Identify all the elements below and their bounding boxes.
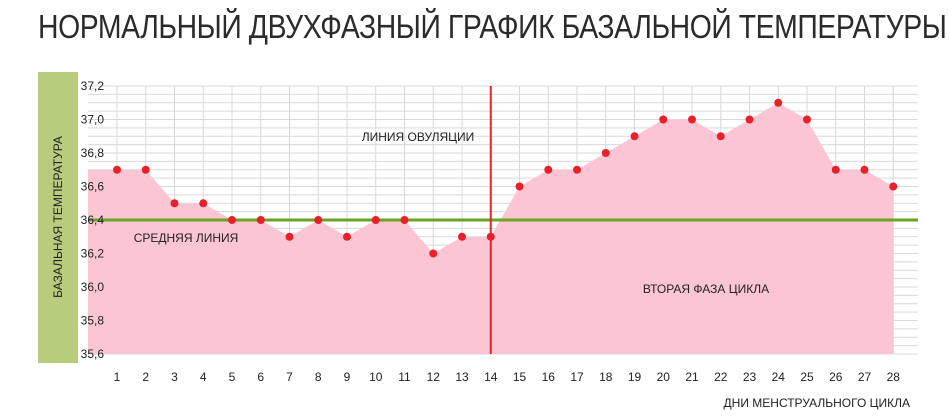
y-tick-label: 37,2: [81, 79, 105, 93]
y-tick-label: 36,6: [81, 180, 105, 194]
y-tick-label: 37,0: [81, 113, 105, 127]
data-point-day-5: [228, 216, 236, 224]
data-point-day-22: [716, 132, 725, 141]
x-tick-label: 22: [714, 370, 728, 384]
data-point-day-11: [400, 216, 409, 224]
x-tick-label: 19: [628, 370, 642, 384]
data-point-day-14: [486, 232, 495, 241]
reference-lines: [88, 86, 918, 354]
data-point-day-8: [314, 216, 323, 224]
x-tick-label: 15: [513, 370, 527, 384]
x-tick-label: 8: [315, 370, 322, 384]
data-point-day-26: [831, 165, 840, 174]
ovulation-line-label: ЛИНИЯ ОВУЛЯЦИИ: [362, 130, 475, 144]
data-point-day-16: [544, 165, 553, 174]
x-tick-label: 21: [685, 370, 699, 384]
y-tick-label: 35,8: [81, 314, 105, 328]
average-line-label: СРЕДНЯЯ ЛИНИЯ: [134, 231, 239, 245]
x-tick-label: 17: [570, 370, 584, 384]
data-point-day-15: [515, 182, 524, 191]
x-tick-label: 2: [142, 370, 149, 384]
x-tick-label: 20: [657, 370, 671, 384]
data-point-day-2: [141, 165, 150, 174]
data-point-day-24: [774, 98, 783, 107]
x-tick-label: 14: [484, 370, 498, 384]
chart-title: НОРМАЛЬНЫЙ ДВУХФАЗНЫЙ ГРАФИК БАЗАЛЬНОЙ Т…: [38, 8, 947, 45]
y-tick-labels: 35,6 35,8 36,0 36,2 36,4 36,6 36,8 37,0 37,2: [81, 79, 105, 361]
data-points: [113, 98, 898, 258]
data-point-day-27: [860, 165, 869, 174]
data-point-day-12: [429, 249, 438, 258]
x-tick-label: 11: [398, 370, 411, 384]
data-point-day-9: [343, 232, 351, 241]
data-point-day-17: [573, 165, 581, 174]
y-tick-label: 36,8: [81, 146, 105, 160]
x-tick-label: 4: [200, 370, 207, 384]
x-tick-label: 16: [542, 370, 556, 384]
data-point-day-20: [659, 115, 668, 124]
x-tick-label: 18: [599, 370, 613, 384]
y-tick-label: 36,0: [81, 280, 105, 294]
x-axis-label: ДНИ МЕНСТРУАЛЬНОГО ЦИКЛА: [723, 396, 910, 410]
data-point-day-19: [630, 132, 639, 141]
data-point-day-25: [803, 115, 811, 124]
x-tick-label: 23: [743, 370, 757, 384]
x-tick-label: 12: [427, 370, 441, 384]
x-tick-label: 10: [369, 370, 383, 384]
x-tick-label: 24: [772, 370, 786, 384]
data-point-day-6: [256, 216, 265, 224]
data-point-day-21: [688, 115, 696, 124]
x-tick-label: 27: [858, 370, 872, 384]
y-tick-label: 36,4: [81, 213, 105, 227]
phase-label: ВТОРАЯ ФАЗА ЦИКЛА: [643, 282, 769, 296]
temperature-area: [88, 102, 894, 354]
data-point-day-23: [745, 115, 754, 124]
x-tick-label: 28: [887, 370, 901, 384]
x-tick-label: 6: [257, 370, 264, 384]
x-tick-label: 25: [800, 370, 814, 384]
data-point-day-7: [285, 232, 294, 241]
data-point-day-18: [601, 149, 610, 157]
x-tick-label: 9: [344, 370, 351, 384]
y-tick-label: 36,2: [81, 247, 105, 261]
data-point-day-10: [371, 216, 380, 224]
y-tick-label: 35,6: [81, 347, 105, 361]
data-point-day-28: [889, 182, 898, 191]
x-tick-label: 3: [171, 370, 178, 384]
area-series: [88, 102, 894, 354]
x-tick-label: 13: [455, 370, 469, 384]
data-point-day-13: [458, 232, 466, 241]
data-point-day-4: [199, 199, 208, 208]
x-tick-label: 5: [229, 370, 236, 384]
x-tick-label: 7: [286, 370, 293, 384]
annotations: ЛИНИЯ ОВУЛЯЦИИ СРЕДНЯЯ ЛИНИЯ ВТОРАЯ ФАЗА Ц…: [134, 130, 769, 296]
x-tick-label: 1: [114, 370, 121, 384]
x-tick-label: 26: [829, 370, 843, 384]
y-axis-band: [38, 72, 78, 363]
x-tick-labels: 1 2 3 4 5 6 7 8 9 10 11 12 13 14 15 16 17 18 19 20 21 22 23 24 2…: [114, 370, 901, 384]
data-point-day-3: [170, 199, 179, 208]
data-point-day-1: [113, 165, 121, 174]
